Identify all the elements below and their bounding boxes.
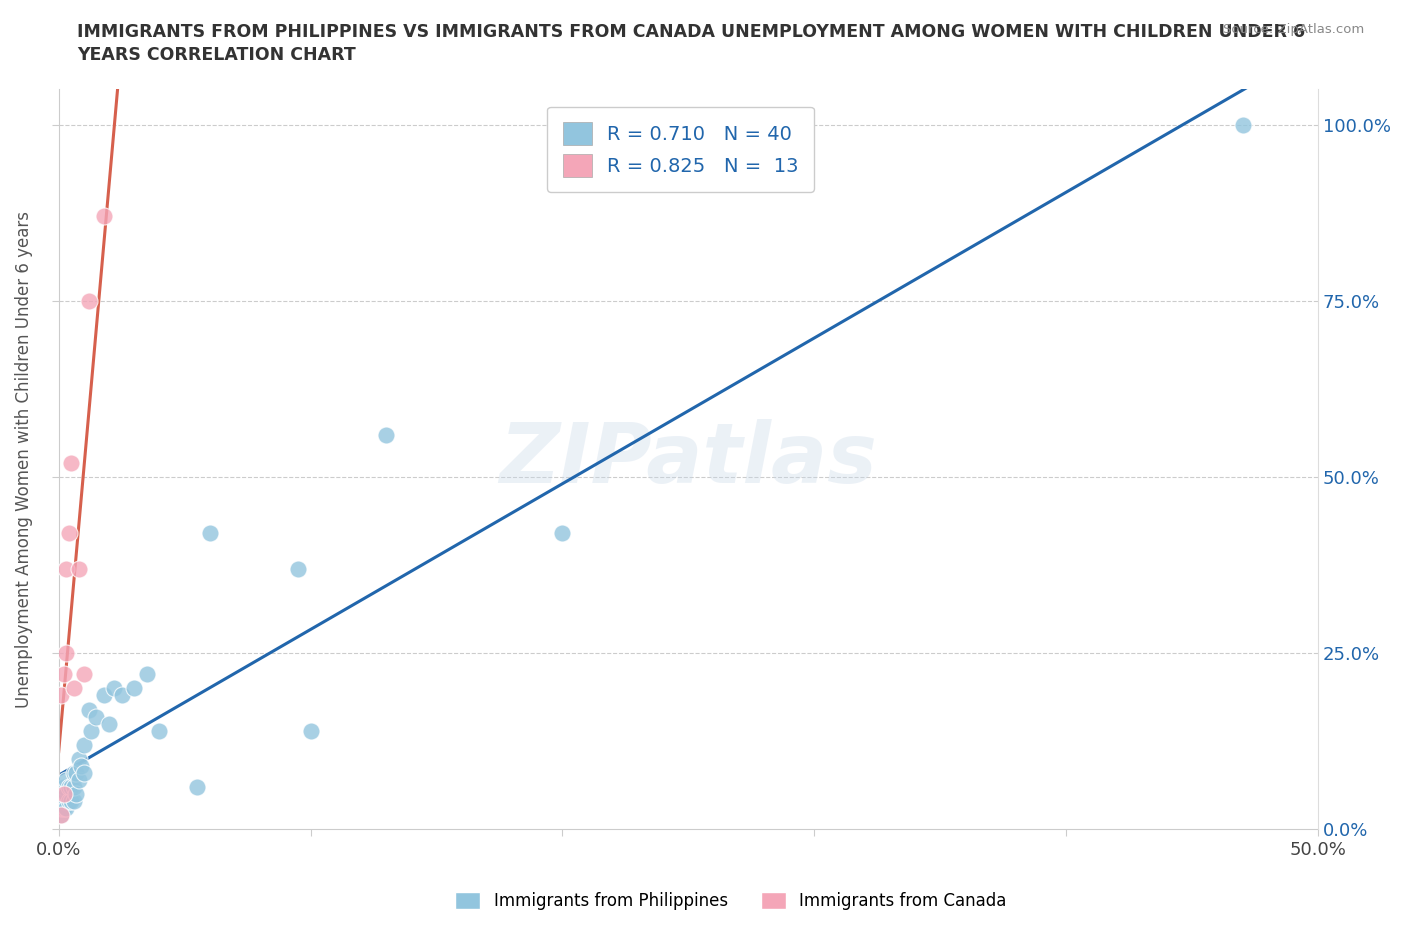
Point: [60, 456, 83, 471]
Point: [80, 724, 103, 738]
Point: [52, 667, 75, 682]
Point: [70, 759, 93, 774]
Point: [51, 808, 73, 823]
Point: [58, 794, 80, 809]
Point: [73, 737, 96, 752]
Point: [51, 808, 73, 823]
Point: [51, 688, 73, 703]
Point: [55, 645, 77, 660]
Point: [60, 779, 83, 794]
Point: [103, 681, 125, 696]
Point: [67, 561, 90, 576]
Legend: R = 0.710   N = 40, R = 0.825   N =  13: R = 0.710 N = 40, R = 0.825 N = 13: [547, 107, 814, 193]
Point: [198, 526, 221, 541]
Point: [51, 801, 73, 816]
Point: [67, 751, 90, 766]
Point: [551, 526, 574, 541]
Point: [62, 779, 84, 794]
Point: [73, 667, 96, 682]
Point: [52, 801, 75, 816]
Point: [73, 765, 96, 780]
Text: YEARS CORRELATION CHART: YEARS CORRELATION CHART: [77, 46, 356, 64]
Text: Source: ZipAtlas.com: Source: ZipAtlas.com: [1223, 23, 1364, 36]
Point: [51, 787, 73, 802]
Point: [375, 427, 398, 442]
Point: [60, 794, 83, 809]
Point: [65, 787, 87, 802]
Point: [62, 765, 84, 780]
Text: IMMIGRANTS FROM PHILIPPINES VS IMMIGRANTS FROM CANADA UNEMPLOYMENT AMONG WOMEN W: IMMIGRANTS FROM PHILIPPINES VS IMMIGRANT…: [77, 23, 1305, 41]
Point: [93, 688, 115, 703]
Point: [299, 724, 322, 738]
Point: [65, 765, 87, 780]
Point: [58, 779, 80, 794]
Point: [62, 681, 84, 696]
Point: [55, 787, 77, 802]
Point: [1232, 117, 1254, 132]
Point: [186, 779, 208, 794]
Point: [111, 688, 134, 703]
Legend: Immigrants from Philippines, Immigrants from Canada: Immigrants from Philippines, Immigrants …: [449, 885, 1014, 917]
Y-axis label: Unemployment Among Women with Children Under 6 years: Unemployment Among Women with Children U…: [15, 211, 32, 708]
Point: [77, 702, 100, 717]
Point: [52, 779, 75, 794]
Point: [52, 787, 75, 802]
Point: [62, 794, 84, 809]
Text: ZIPatlas: ZIPatlas: [499, 418, 877, 500]
Point: [58, 526, 80, 541]
Point: [77, 293, 100, 308]
Point: [98, 716, 121, 731]
Point: [86, 710, 108, 724]
Point: [148, 724, 170, 738]
Point: [55, 801, 77, 816]
Point: [287, 561, 309, 576]
Point: [67, 773, 90, 788]
Point: [135, 667, 157, 682]
Point: [52, 794, 75, 809]
Point: [122, 681, 145, 696]
Point: [55, 773, 77, 788]
Point: [93, 209, 115, 224]
Point: [55, 561, 77, 576]
